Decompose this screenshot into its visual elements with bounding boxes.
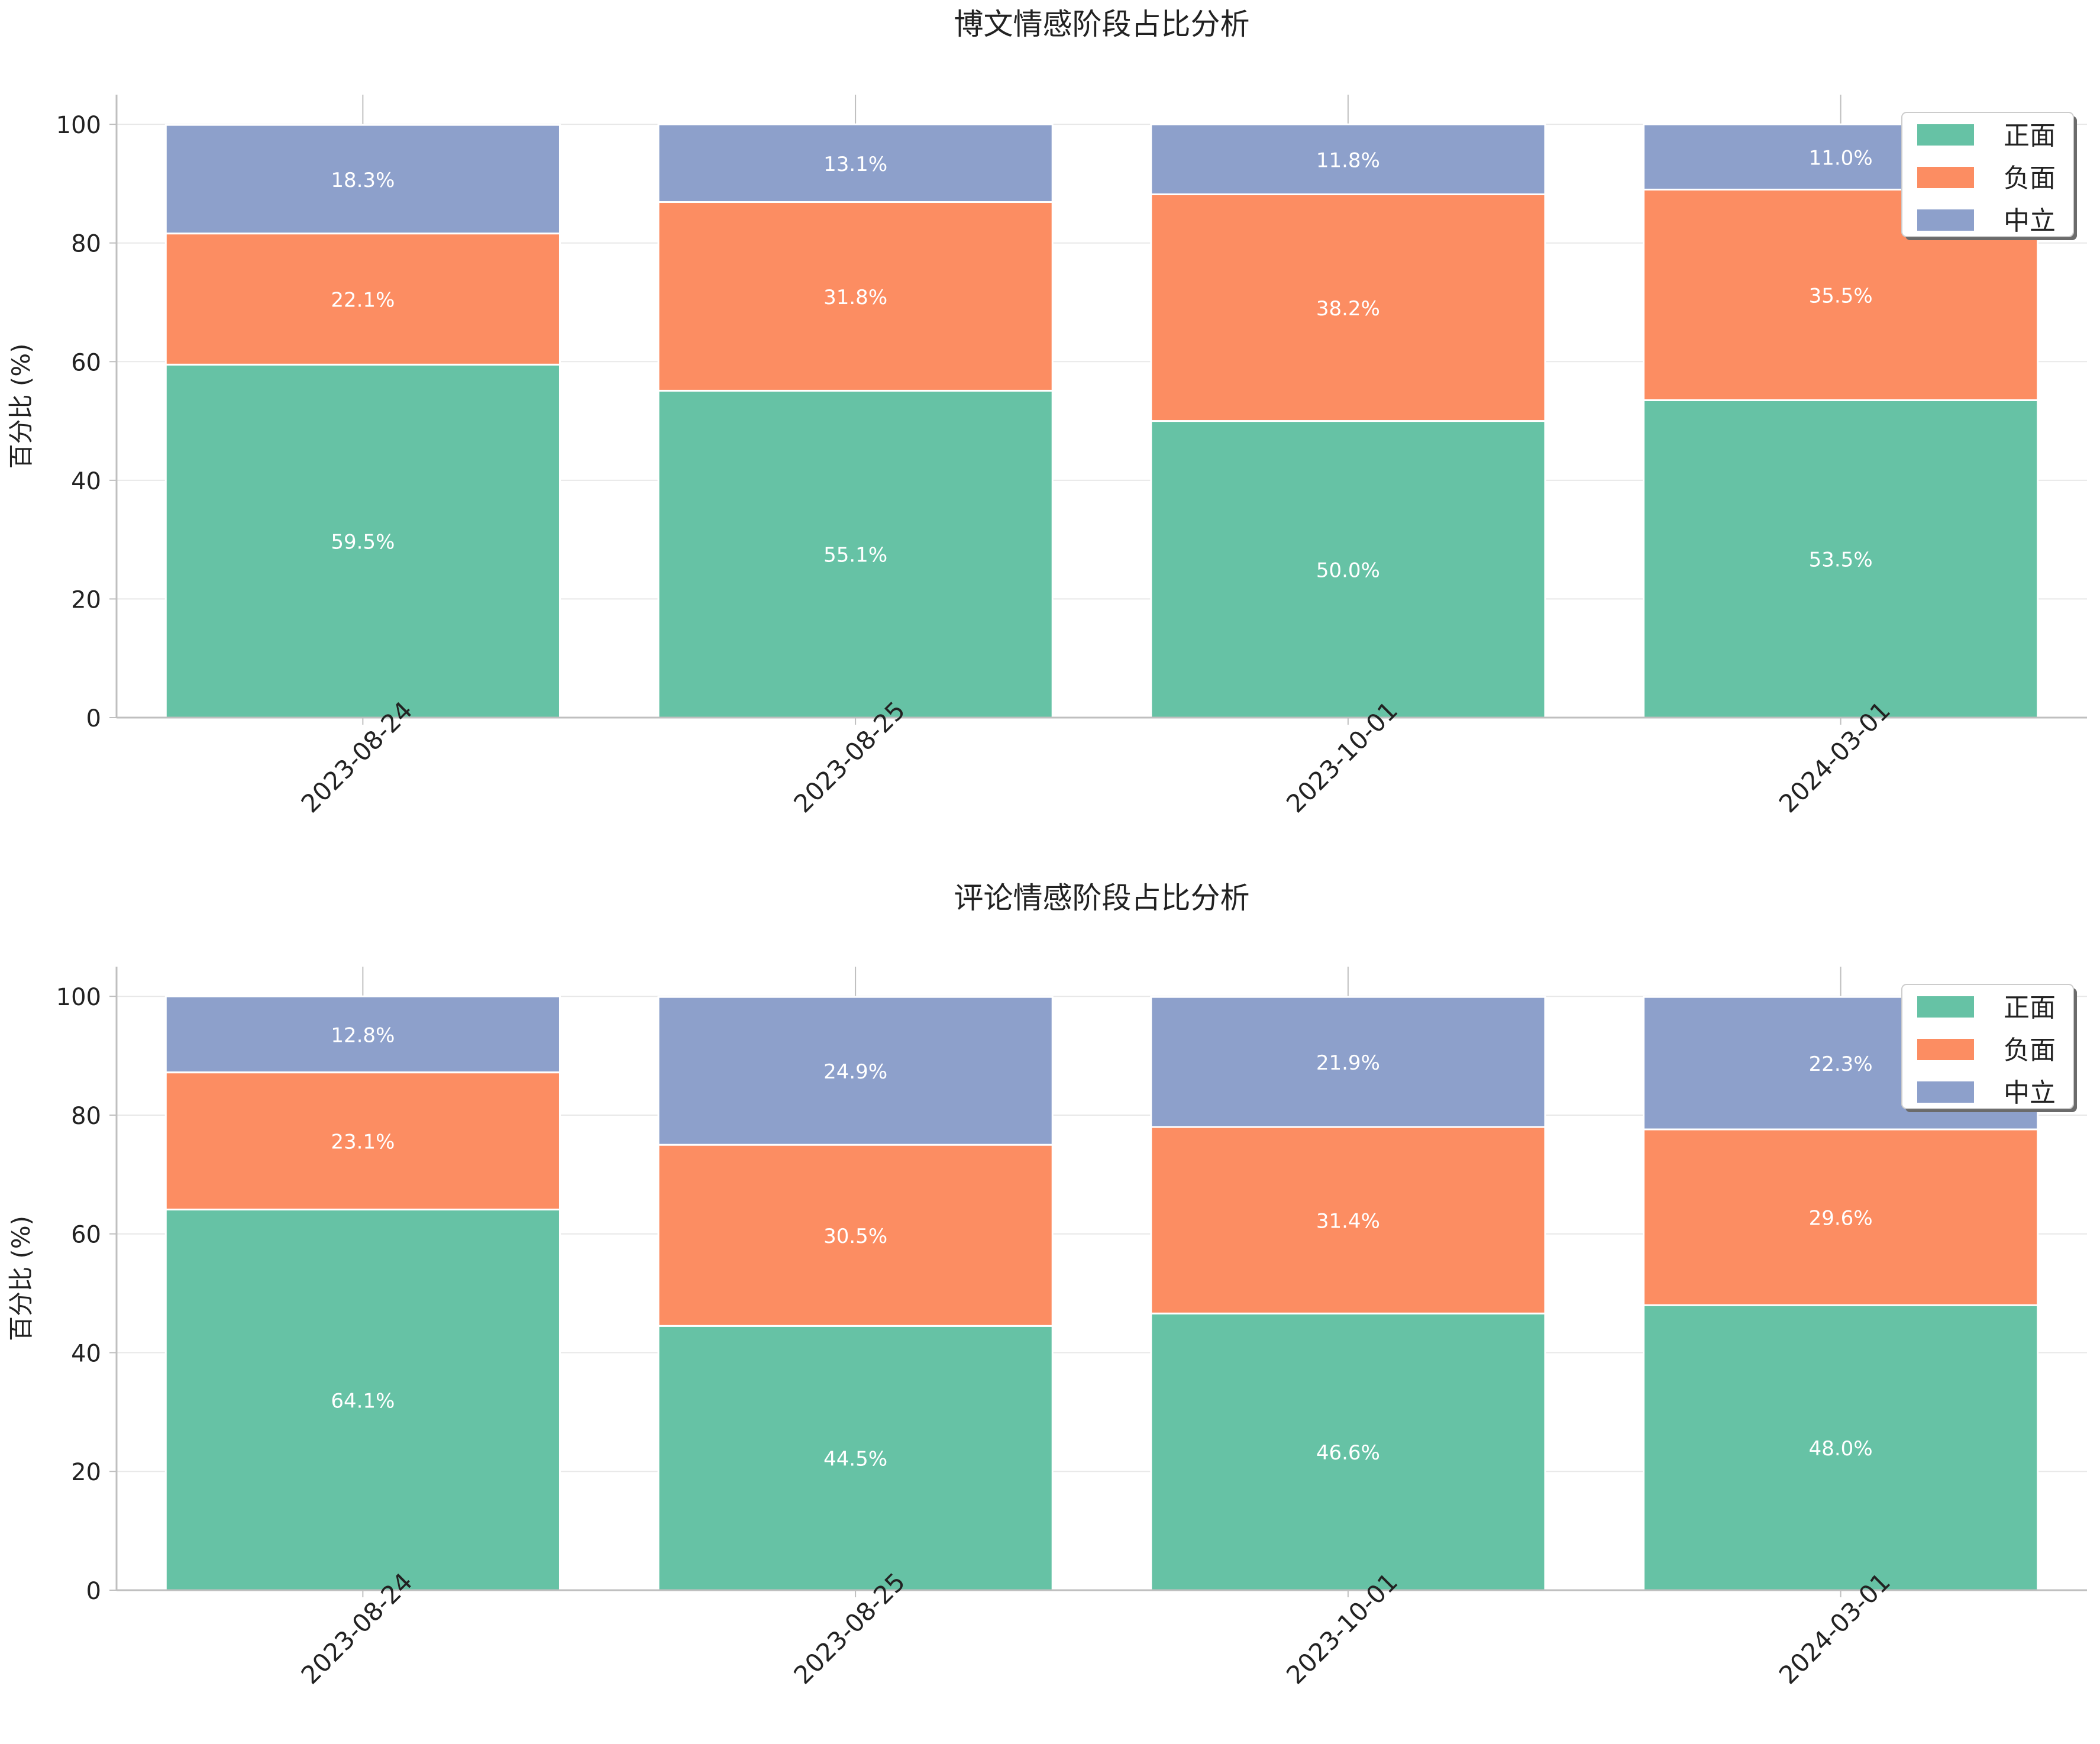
- y-tick-label: 0: [86, 705, 101, 732]
- bar-data-label: 29.6%: [1809, 1207, 1873, 1231]
- bar-data-label: 30.5%: [823, 1225, 887, 1248]
- bar-segment: [1150, 420, 1546, 719]
- bar-data-label: 50.0%: [1316, 558, 1380, 582]
- legend-swatch: [1917, 996, 1974, 1018]
- legend-swatch: [1917, 209, 1974, 231]
- legend-label: 中立: [2004, 1078, 2056, 1108]
- bar-data-label: 22.1%: [331, 288, 395, 312]
- chart-2: 评论情感阶段占比分析 0 20 40 60 80 100 64.1% 23.1% 12.8% 44.…: [7, 881, 2087, 1690]
- bar-segment: [1150, 996, 1546, 1128]
- bar-data-label: 44.5%: [823, 1448, 887, 1471]
- bar-data-label: 18.3%: [331, 169, 395, 192]
- bar-segment: [1643, 1128, 2039, 1306]
- bar-segment: [164, 995, 561, 1074]
- y-tick-label: 0: [86, 1578, 101, 1605]
- bar-data-label: 22.3%: [1809, 1052, 1873, 1076]
- y-tick-label: 80: [71, 231, 101, 258]
- bar-segment: [657, 996, 1054, 1146]
- y-tick-label: 80: [71, 1103, 101, 1130]
- bar-segment: [164, 1209, 561, 1591]
- bar-segment: [1643, 1304, 2039, 1591]
- y-tick-label: 100: [56, 984, 101, 1011]
- bar-data-label: 64.1%: [331, 1389, 395, 1413]
- bar-data-label: 53.5%: [1809, 548, 1873, 572]
- legend-swatch: [1917, 167, 1974, 188]
- legend-label: 正面: [2004, 121, 2056, 151]
- legend-label: 正面: [2004, 993, 2056, 1023]
- y-tick-label: 20: [71, 586, 101, 613]
- bar-data-label: 23.1%: [331, 1131, 395, 1154]
- y-axis-label: 百分比 (%): [7, 343, 35, 469]
- chart-title: 评论情感阶段占比分析: [954, 881, 1250, 915]
- bar-segment: [164, 1071, 561, 1211]
- bar-segment: [164, 232, 561, 366]
- bar-segment: [657, 123, 1054, 204]
- bar-segment: [657, 201, 1054, 392]
- bar-segment: [657, 1144, 1054, 1327]
- chart-title: 博文情感阶段占比分析: [954, 7, 1250, 41]
- legend-swatch: [1917, 124, 1974, 146]
- bar-data-label: 55.1%: [823, 544, 887, 567]
- bar-data-label: 31.4%: [1316, 1210, 1380, 1233]
- bar-segment: [164, 124, 561, 235]
- y-tick-label: 40: [71, 468, 101, 495]
- bar-data-label: 59.5%: [331, 531, 395, 554]
- bar-data-label: 21.9%: [1316, 1051, 1380, 1075]
- legend-label: 中立: [2004, 206, 2056, 236]
- bar-segment: [1643, 399, 2039, 719]
- y-axis-label: 百分比 (%): [7, 1216, 35, 1341]
- bar-data-label: 48.0%: [1809, 1437, 1873, 1461]
- bar-segment: [657, 389, 1054, 719]
- bar-segment: [1150, 1312, 1546, 1591]
- chart-1: 博文情感阶段占比分析 0 20 40 60 80 100 59.5% 22.1% 18.3% 55.…: [7, 7, 2087, 818]
- y-tick-label: 60: [71, 1222, 101, 1249]
- y-tick-label: 60: [71, 349, 101, 376]
- legend-label: 负面: [2004, 1035, 2056, 1065]
- legend-swatch: [1917, 1081, 1974, 1103]
- legend-swatch: [1917, 1039, 1974, 1060]
- bar-data-label: 46.6%: [1316, 1441, 1380, 1465]
- bar-data-label: 13.1%: [823, 153, 887, 176]
- bar-data-label: 38.2%: [1316, 297, 1380, 321]
- bar-data-label: 11.8%: [1316, 148, 1380, 172]
- legend-label: 负面: [2004, 163, 2056, 193]
- bar-data-label: 31.8%: [823, 286, 887, 309]
- y-tick-label: 20: [71, 1459, 101, 1486]
- bar-segment: [1150, 193, 1546, 422]
- bar-segment: [1150, 123, 1546, 195]
- y-tick-label: 40: [71, 1340, 101, 1367]
- bar-data-label: 12.8%: [331, 1023, 395, 1047]
- y-tick-label: 100: [56, 112, 101, 139]
- bar-segment: [164, 363, 561, 719]
- bar-data-label: 11.0%: [1809, 146, 1873, 170]
- bar-data-label: 24.9%: [823, 1060, 887, 1084]
- bar-data-label: 35.5%: [1809, 284, 1873, 308]
